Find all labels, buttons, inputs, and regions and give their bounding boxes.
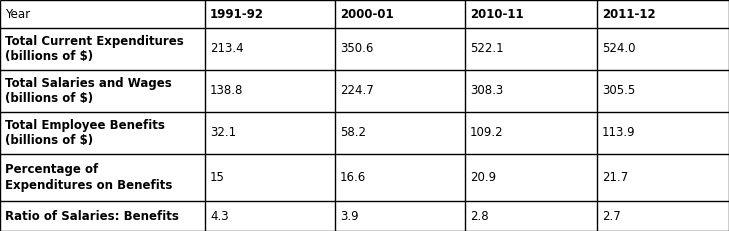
Text: 3.9: 3.9 — [340, 210, 359, 222]
Text: 522.1: 522.1 — [470, 43, 504, 55]
Text: 21.7: 21.7 — [602, 171, 628, 184]
Text: 4.3: 4.3 — [210, 210, 229, 222]
Text: 32.1: 32.1 — [210, 127, 236, 140]
Text: 109.2: 109.2 — [470, 127, 504, 140]
Text: 20.9: 20.9 — [470, 171, 496, 184]
Text: 524.0: 524.0 — [602, 43, 636, 55]
Text: 350.6: 350.6 — [340, 43, 373, 55]
Text: 1991-92: 1991-92 — [210, 7, 264, 21]
Text: 2.7: 2.7 — [602, 210, 621, 222]
Text: 16.6: 16.6 — [340, 171, 366, 184]
Text: Total Current Expenditures
(billions of $): Total Current Expenditures (billions of … — [5, 35, 184, 63]
Text: Year: Year — [5, 7, 30, 21]
Text: 58.2: 58.2 — [340, 127, 366, 140]
Text: 224.7: 224.7 — [340, 85, 374, 97]
Text: 138.8: 138.8 — [210, 85, 243, 97]
Text: 305.5: 305.5 — [602, 85, 635, 97]
Text: 2000-01: 2000-01 — [340, 7, 394, 21]
Text: 2010-11: 2010-11 — [470, 7, 523, 21]
Text: 2.8: 2.8 — [470, 210, 488, 222]
Text: 15: 15 — [210, 171, 225, 184]
Text: 2011-12: 2011-12 — [602, 7, 655, 21]
Text: 213.4: 213.4 — [210, 43, 243, 55]
Text: Total Employee Benefits
(billions of $): Total Employee Benefits (billions of $) — [5, 119, 165, 147]
Text: 113.9: 113.9 — [602, 127, 636, 140]
Text: 308.3: 308.3 — [470, 85, 503, 97]
Text: Ratio of Salaries: Benefits: Ratio of Salaries: Benefits — [5, 210, 179, 222]
Text: Total Salaries and Wages
(billions of $): Total Salaries and Wages (billions of $) — [5, 77, 172, 105]
Text: Percentage of
Expenditures on Benefits: Percentage of Expenditures on Benefits — [5, 163, 172, 192]
